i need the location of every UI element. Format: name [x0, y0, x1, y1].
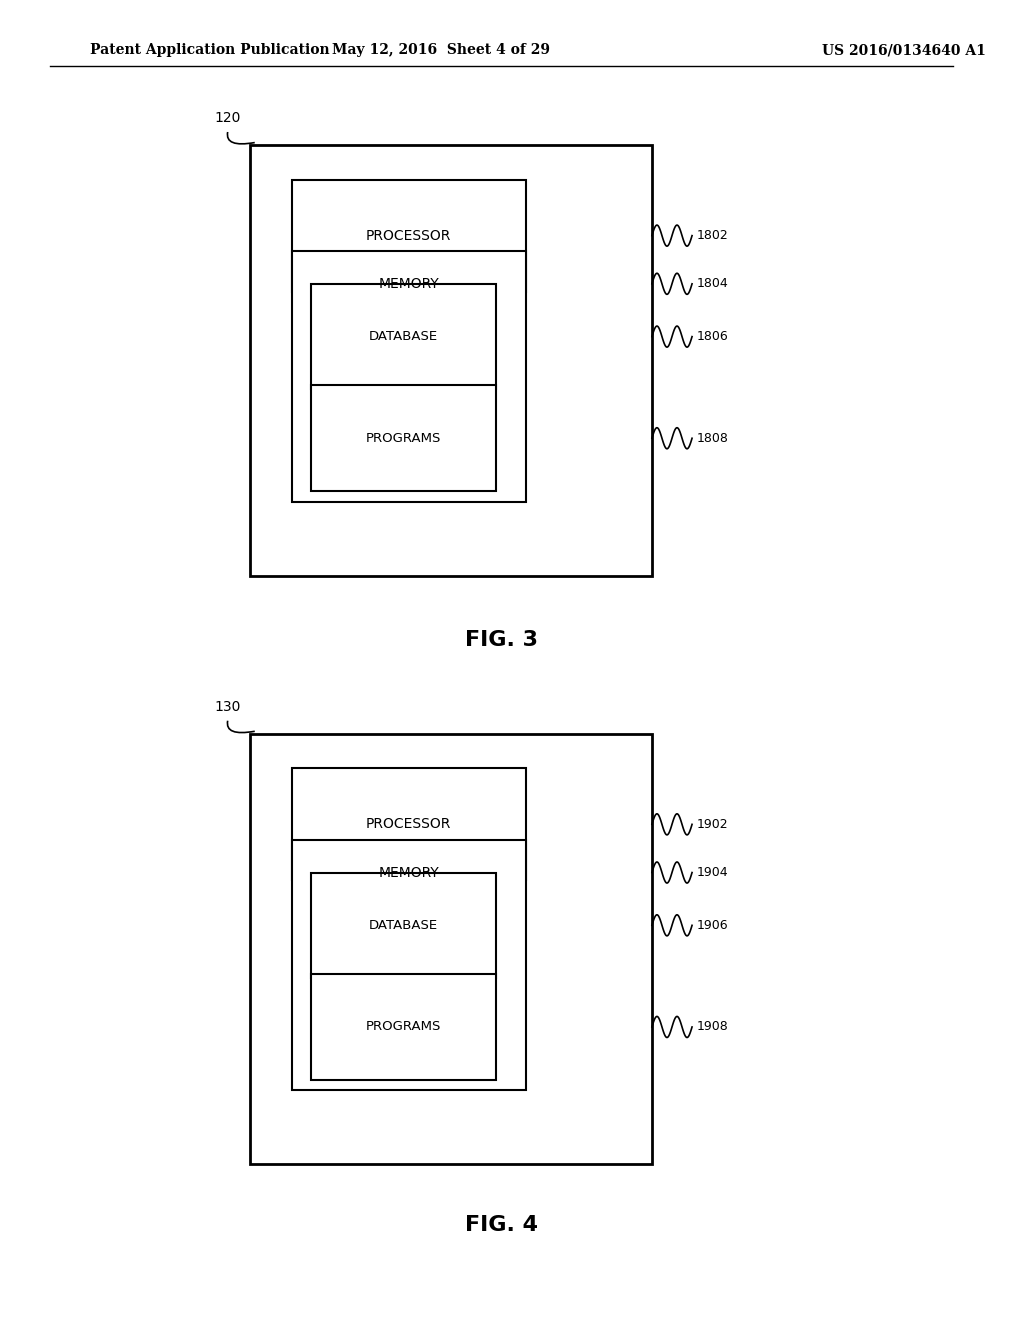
FancyBboxPatch shape	[292, 840, 525, 1090]
FancyBboxPatch shape	[292, 251, 525, 502]
Text: US 2016/0134640 A1: US 2016/0134640 A1	[822, 44, 986, 57]
FancyBboxPatch shape	[250, 734, 652, 1164]
Text: FIG. 3: FIG. 3	[465, 630, 538, 651]
Text: 1904: 1904	[697, 866, 729, 879]
Text: 1902: 1902	[697, 818, 729, 830]
Text: 1908: 1908	[697, 1020, 729, 1034]
FancyBboxPatch shape	[311, 974, 497, 1080]
Text: 1906: 1906	[697, 919, 729, 932]
Text: PROGRAMS: PROGRAMS	[366, 432, 441, 445]
FancyBboxPatch shape	[311, 284, 497, 389]
Text: 1806: 1806	[697, 330, 729, 343]
Text: 1802: 1802	[697, 230, 729, 242]
Text: PROCESSOR: PROCESSOR	[366, 228, 452, 243]
FancyBboxPatch shape	[292, 768, 525, 880]
FancyBboxPatch shape	[250, 145, 652, 576]
Text: 1808: 1808	[697, 432, 729, 445]
Text: PROGRAMS: PROGRAMS	[366, 1020, 441, 1034]
Text: 1804: 1804	[697, 277, 729, 290]
Text: MEMORY: MEMORY	[378, 277, 439, 290]
FancyBboxPatch shape	[311, 873, 497, 978]
FancyBboxPatch shape	[292, 180, 525, 292]
Text: 120: 120	[215, 111, 241, 125]
Text: May 12, 2016  Sheet 4 of 29: May 12, 2016 Sheet 4 of 29	[333, 44, 550, 57]
Text: MEMORY: MEMORY	[378, 866, 439, 879]
Text: DATABASE: DATABASE	[369, 330, 438, 343]
Text: 130: 130	[215, 700, 241, 714]
Text: DATABASE: DATABASE	[369, 919, 438, 932]
Text: FIG. 4: FIG. 4	[465, 1214, 538, 1236]
FancyBboxPatch shape	[311, 385, 497, 491]
Text: PROCESSOR: PROCESSOR	[366, 817, 452, 832]
Text: Patent Application Publication: Patent Application Publication	[90, 44, 330, 57]
